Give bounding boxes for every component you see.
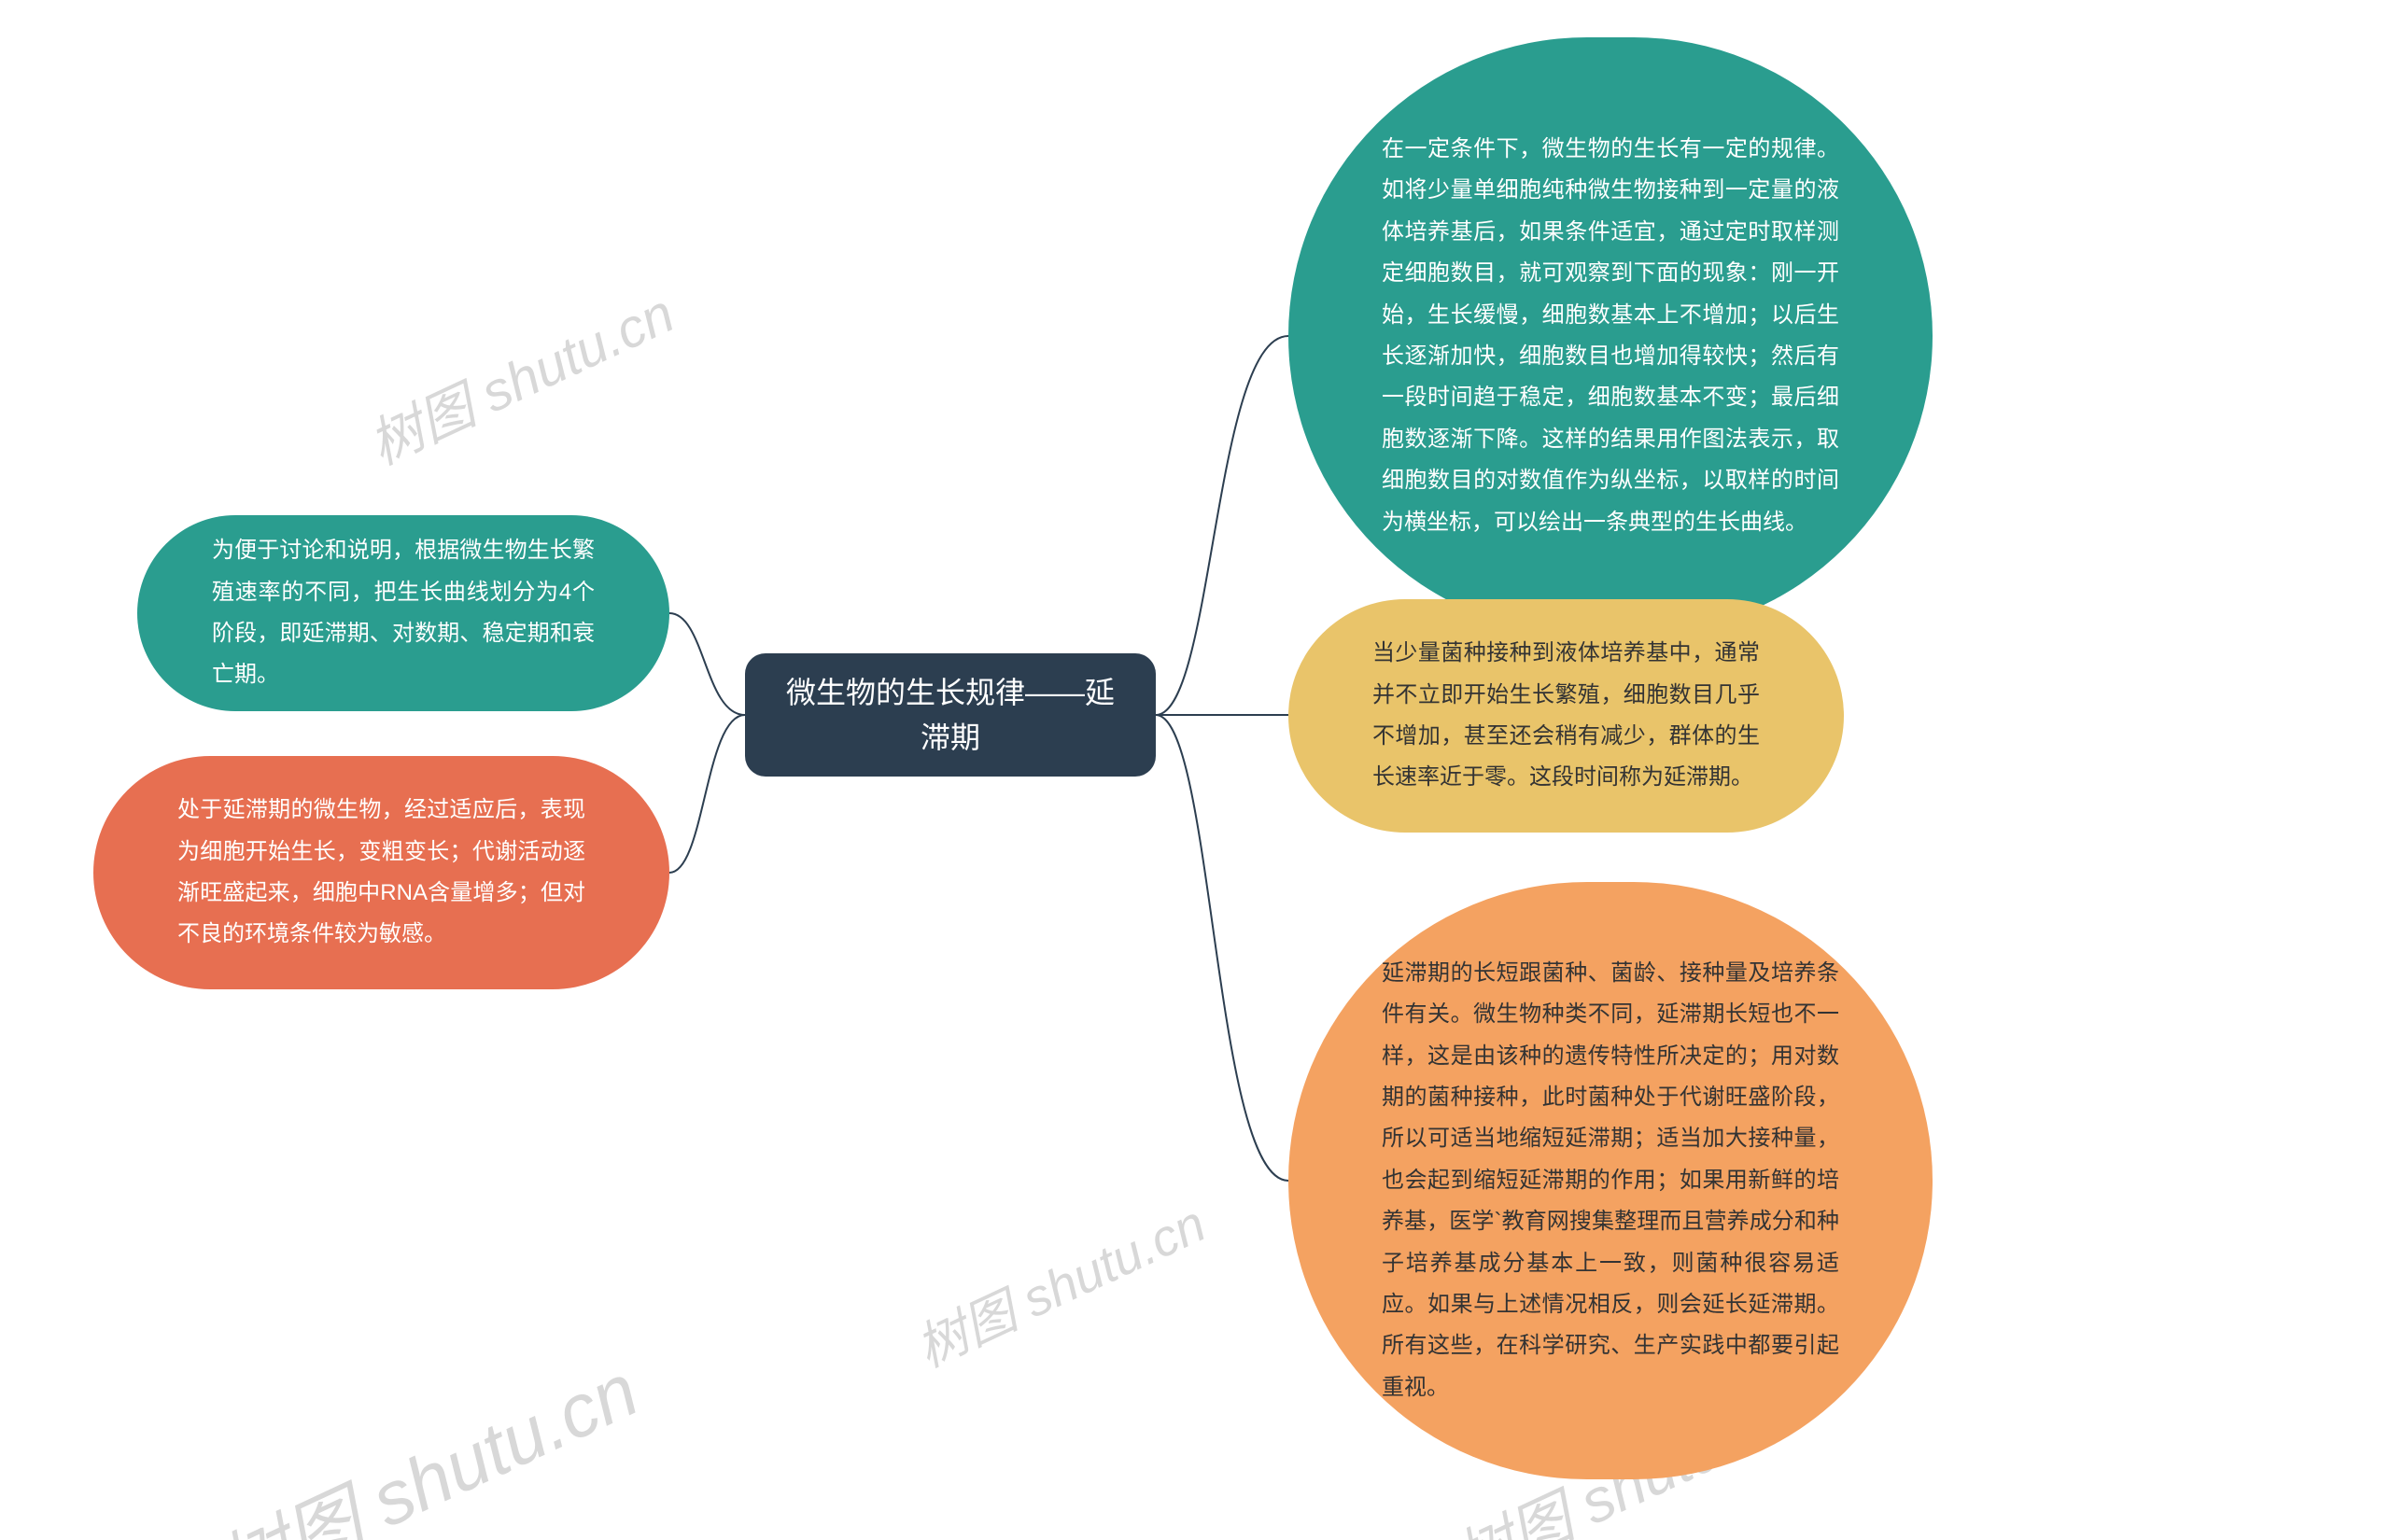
leaf-node-right-mid[interactable]: 当少量菌种接种到液体培养基中，通常并不立即开始生长繁殖，细胞数目几乎不增加，甚至… (1288, 599, 1844, 833)
leaf-node-text: 延滞期的长短跟菌种、菌龄、接种量及培养条件有关。微生物种类不同，延滞期长短也不一… (1382, 953, 1839, 1408)
edge (1156, 715, 1288, 1181)
edge (1156, 336, 1288, 715)
leaf-node-left-top[interactable]: 为便于讨论和说明，根据微生物生长繁殖速率的不同，把生长曲线划分为4个阶段，即延滞… (137, 515, 669, 711)
watermark: 树图 shutu.cn (355, 270, 685, 480)
leaf-node-text: 处于延滞期的微生物，经过适应后，表现为细胞开始生长，变粗变长；代谢活动逐渐旺盛起… (177, 790, 585, 956)
watermark: 树图 shutu.cn (197, 1331, 653, 1540)
mindmap-canvas: 树图 shutu.cn树图 shutu.cn树图 shutu.cn树图 shut… (0, 0, 2390, 1540)
edge (669, 613, 745, 715)
leaf-node-right-bottom[interactable]: 延滞期的长短跟菌种、菌龄、接种量及培养条件有关。微生物种类不同，延滞期长短也不一… (1288, 882, 1933, 1479)
leaf-node-text: 当少量菌种接种到液体培养基中，通常并不立即开始生长繁殖，细胞数目几乎不增加，甚至… (1372, 633, 1760, 799)
leaf-node-text: 为便于讨论和说明，根据微生物生长繁殖速率的不同，把生长曲线划分为4个阶段，即延滞… (212, 530, 595, 696)
leaf-node-text: 在一定条件下，微生物的生长有一定的规律。如将少量单细胞纯种微生物接种到一定量的液… (1382, 129, 1839, 543)
leaf-node-left-bottom[interactable]: 处于延滞期的微生物，经过适应后，表现为细胞开始生长，变粗变长；代谢活动逐渐旺盛起… (93, 756, 669, 989)
edge (669, 715, 745, 873)
center-node[interactable]: 微生物的生长规律——延滞期 (745, 653, 1156, 777)
center-node-label: 微生物的生长规律——延滞期 (773, 670, 1128, 760)
watermark: 树图 shutu.cn (902, 1183, 1216, 1381)
leaf-node-right-top[interactable]: 在一定条件下，微生物的生长有一定的规律。如将少量单细胞纯种微生物接种到一定量的液… (1288, 37, 1933, 635)
